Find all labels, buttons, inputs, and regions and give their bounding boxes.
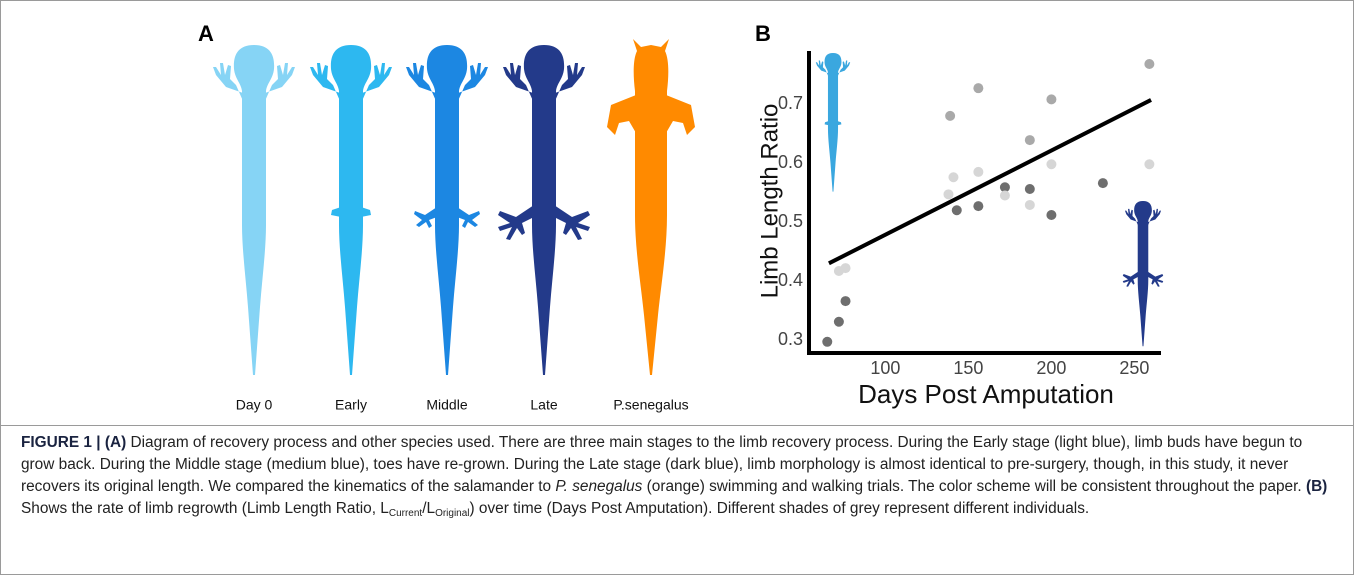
y-tick-label: 0.6 <box>778 152 803 172</box>
y-tick-label: 0.7 <box>778 93 803 113</box>
stage-label: Day 0 <box>236 397 273 413</box>
data-point <box>945 110 956 121</box>
y-tick-label: 0.5 <box>778 211 803 231</box>
data-point <box>1024 135 1035 146</box>
caption-text: /L <box>422 500 436 517</box>
stage-label: Late <box>530 397 557 413</box>
caption-text: (B) <box>1305 478 1328 495</box>
caption-text: Shows the rate of limb regrowth (Limb Le… <box>21 500 389 517</box>
data-point <box>840 263 851 274</box>
caption-text: P. senegalus <box>555 478 643 495</box>
salamander-silhouette <box>498 45 590 375</box>
data-point <box>999 182 1010 193</box>
x-tick-label: 150 <box>953 358 983 378</box>
caption-text: Current <box>388 508 423 519</box>
data-point <box>1024 199 1035 210</box>
x-tick-label: 200 <box>1036 358 1066 378</box>
data-point <box>951 205 962 216</box>
salamander-silhouette <box>310 45 392 375</box>
separator <box>1 425 1353 426</box>
y-tick-label: 0.4 <box>778 270 803 290</box>
panel-a: Day 0 Early Middle Late P.senegalus <box>213 39 695 413</box>
data-point <box>1144 159 1155 170</box>
salamander-silhouette <box>406 45 488 375</box>
panel-letter: A <box>198 21 214 46</box>
icon-late <box>1123 201 1163 346</box>
icon-early <box>816 53 850 192</box>
data-point <box>1144 58 1155 69</box>
figure-graphics: A Day 0 Early Middle Late P.senegalus B Days… <box>198 21 1353 413</box>
data-point <box>833 316 844 327</box>
y-axis-title: Limb Length Ratio <box>756 104 783 299</box>
caption-text: Diagram of recovery process and other sp… <box>21 434 1303 495</box>
data-point <box>1046 159 1057 170</box>
data-point <box>1024 184 1035 195</box>
caption: FIGURE 1 | (A) Diagram of recovery proce… <box>21 432 1336 525</box>
data-point <box>1097 178 1108 189</box>
data-point <box>1046 94 1057 105</box>
salamander-silhouette <box>607 39 695 375</box>
data-point <box>973 83 984 94</box>
caption-text: FIGURE 1 | (A) <box>21 434 127 451</box>
x-tick-label: 100 <box>870 358 900 378</box>
data-point <box>840 296 851 307</box>
x-axis-title: Days Post Amputation <box>858 379 1114 409</box>
stage-label: Early <box>335 397 367 413</box>
y-tick-label: 0.3 <box>778 329 803 349</box>
data-point <box>822 336 833 347</box>
caption-text: Original <box>435 508 470 519</box>
caption-text: ) over time (Days Post Amputation). Diff… <box>469 500 1090 517</box>
panel-b: B Days Post Amputation Limb Length Ratio… <box>755 21 1161 409</box>
data-point <box>973 201 984 212</box>
panel-letter: B <box>755 21 771 46</box>
data-point <box>1046 209 1057 220</box>
stage-label: P.senegalus <box>613 397 688 413</box>
data-point <box>948 172 959 183</box>
data-point <box>999 190 1010 201</box>
stage-label: Middle <box>426 397 467 413</box>
salamander-silhouette <box>213 45 295 375</box>
caption-text: (orange) swimming and walking trials. Th… <box>642 478 1306 495</box>
data-point <box>973 166 984 177</box>
trend-line <box>828 98 1152 266</box>
data-point <box>943 189 954 200</box>
x-tick-label: 250 <box>1119 358 1149 378</box>
